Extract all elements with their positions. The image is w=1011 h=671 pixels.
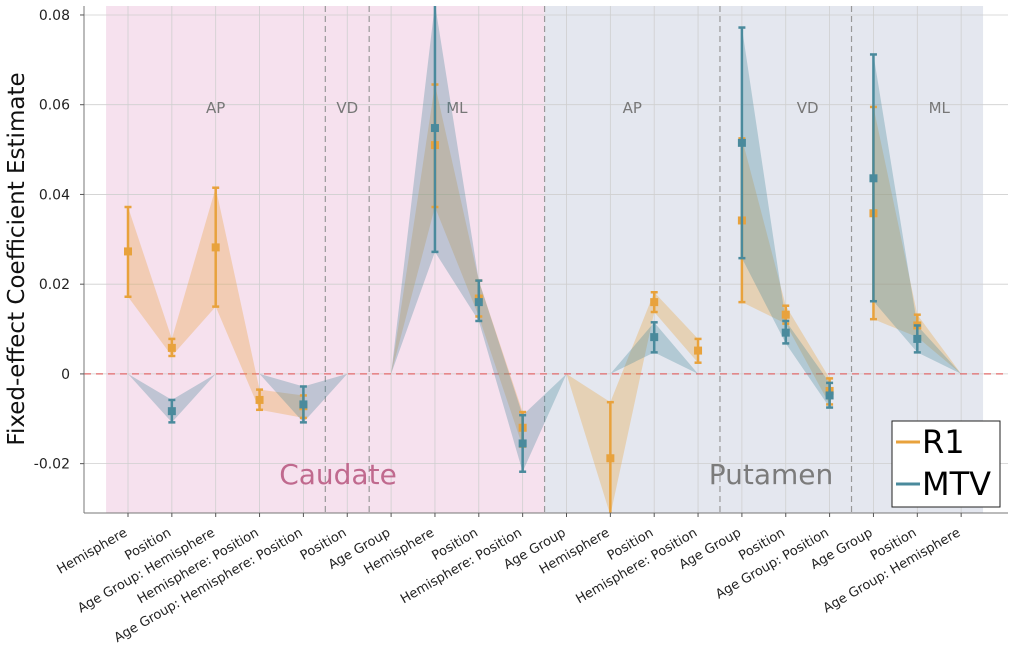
legend-label-r1: R1 (922, 423, 965, 461)
band-r1 (391, 84, 523, 447)
data-point-r1 (694, 346, 703, 355)
plot-area (124, 6, 962, 513)
data-point-mtv (430, 124, 439, 133)
y-tick-label: 0.08 (39, 8, 70, 24)
region-label-caudate: Caudate (279, 458, 397, 491)
band-mtv (873, 54, 962, 374)
subregion-label: ML (446, 99, 468, 117)
y-tick-label: 0 (61, 367, 70, 383)
data-point-r1 (606, 454, 615, 463)
subregion-label: AP (206, 99, 225, 117)
subregion-label: AP (623, 99, 642, 117)
data-point-mtv (474, 298, 483, 307)
data-point-r1 (167, 343, 176, 352)
data-point-r1 (255, 395, 264, 404)
y-tick-label: 0.02 (39, 277, 70, 293)
y-axis-title: Fixed-effect Coefficient Estimate (4, 72, 30, 445)
data-point-mtv (518, 439, 527, 448)
y-tick-label: -0.02 (34, 457, 70, 473)
data-point-mtv (869, 174, 878, 183)
data-point-mtv (299, 400, 308, 409)
data-point-r1 (650, 298, 659, 307)
legend-box (891, 420, 1001, 508)
data-point-mtv (650, 333, 659, 342)
subregion-label: VD (336, 99, 358, 117)
data-point-mtv (825, 391, 834, 400)
band-r1 (873, 106, 962, 374)
data-point-mtv (737, 138, 746, 147)
data-point-mtv (781, 328, 790, 337)
region-label-putamen: Putamen (709, 458, 834, 491)
legend: R1 MTV (891, 420, 1001, 508)
subregion-label: VD (797, 99, 819, 117)
data-point-mtv (913, 334, 922, 343)
subregion-label: ML (929, 99, 951, 117)
y-tick-label: 0.04 (39, 187, 70, 203)
data-point-mtv (167, 407, 176, 416)
data-point-r1 (781, 310, 790, 319)
x-tick-label: Hemisphere (55, 525, 130, 577)
data-point-r1 (211, 243, 220, 252)
data-point-r1 (124, 247, 132, 256)
legend-label-mtv: MTV (922, 465, 991, 503)
band-r1 (741, 138, 830, 405)
y-tick-label: 0.06 (39, 98, 70, 114)
band-r1 (566, 292, 699, 513)
